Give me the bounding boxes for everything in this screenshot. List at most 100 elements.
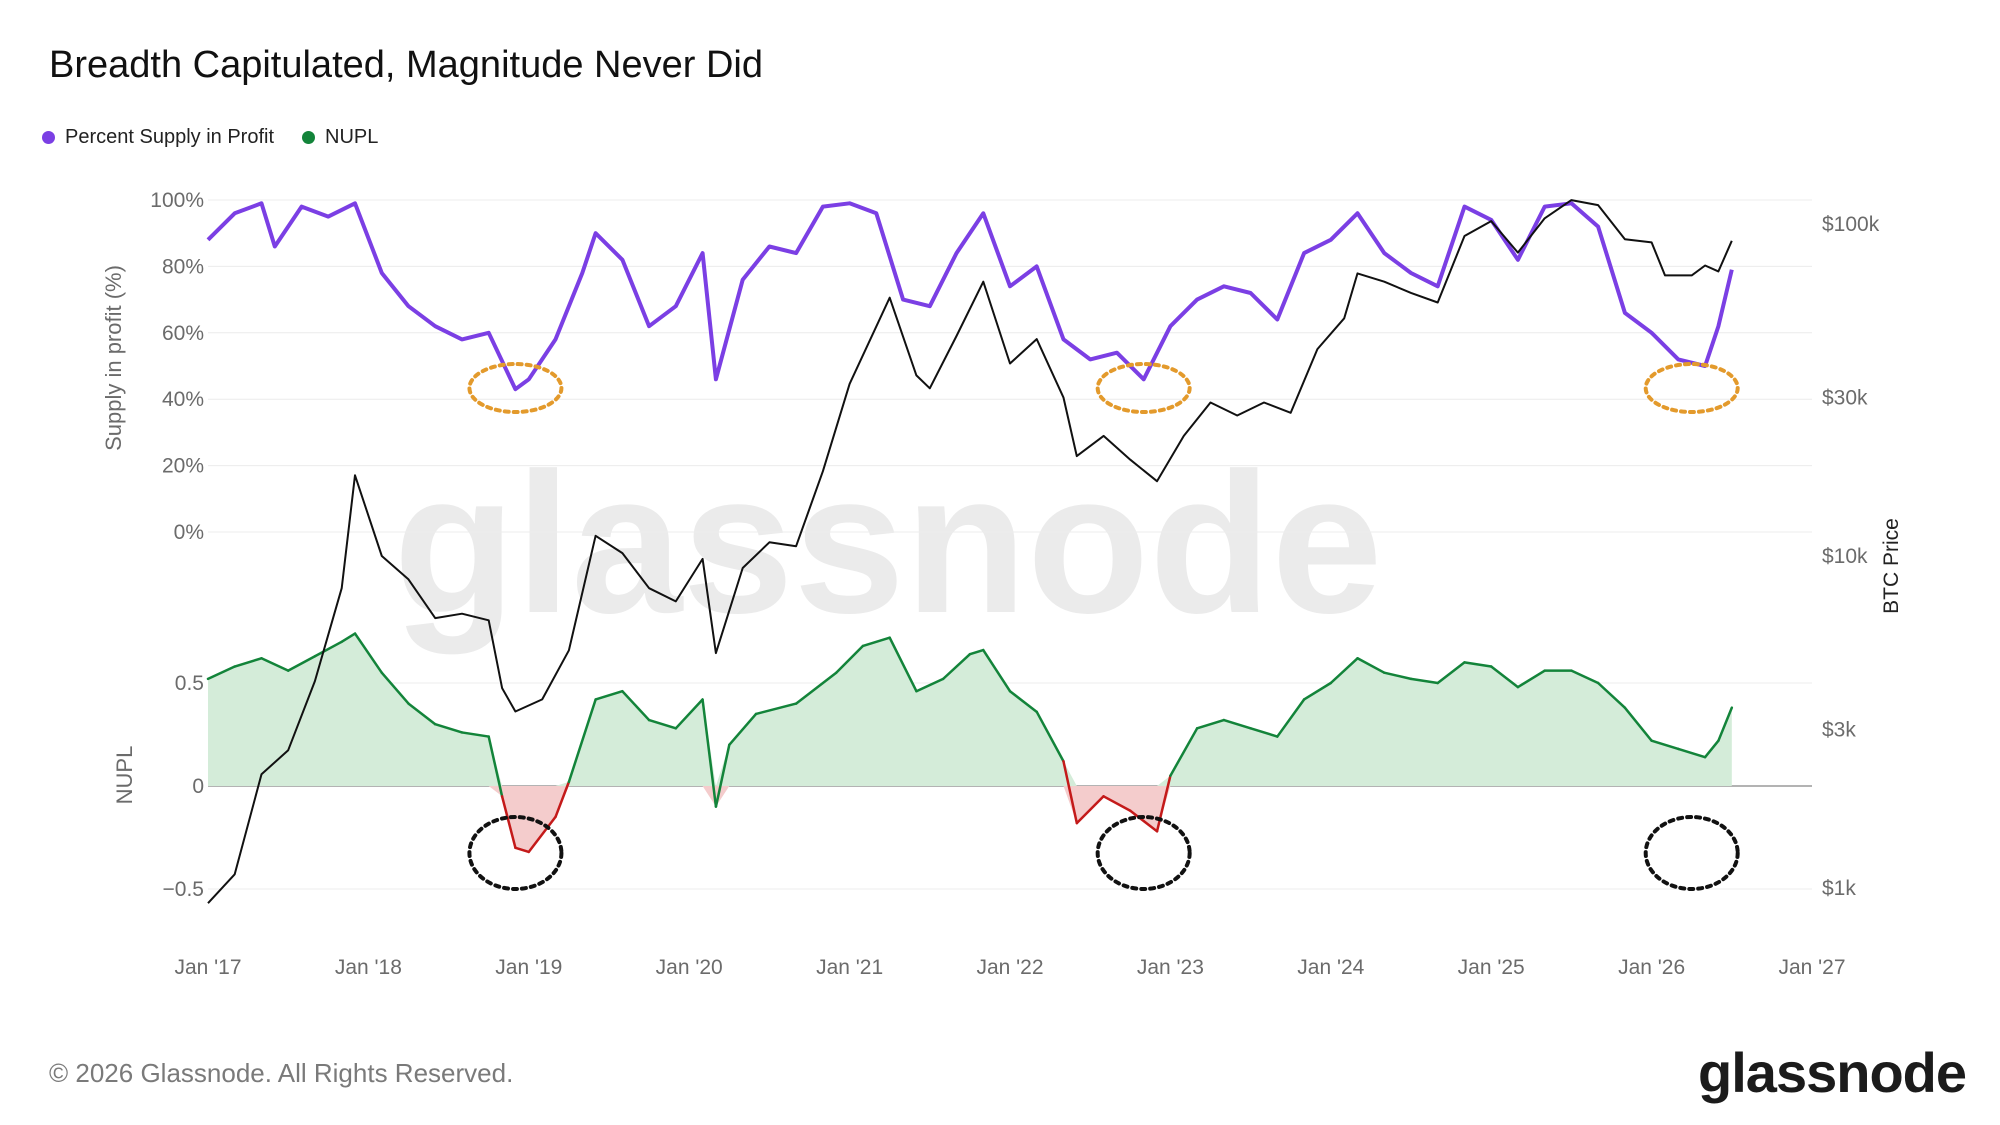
y-tick-nupl: 0.5 bbox=[175, 672, 204, 695]
legend-label-supply: Percent Supply in Profit bbox=[65, 126, 274, 148]
nupl-line-segment bbox=[941, 652, 972, 681]
legend-item-nupl[interactable]: NUPL bbox=[302, 126, 378, 149]
nupl-line-segment bbox=[794, 671, 838, 705]
nupl-line-segment bbox=[233, 657, 263, 668]
nupl-line-segment bbox=[1102, 795, 1132, 812]
nupl-line-segment bbox=[674, 698, 704, 730]
legend-dot-supply bbox=[42, 131, 55, 144]
y-tick-supply: 100% bbox=[150, 189, 204, 212]
nupl-line-segment bbox=[527, 815, 557, 854]
y-axis-label-nupl: NUPL bbox=[112, 746, 137, 805]
nupl-line-segment bbox=[554, 780, 571, 819]
nupl-line-segment bbox=[407, 702, 437, 726]
y-tick-price: $1k bbox=[1822, 877, 1856, 900]
y-tick-supply: 60% bbox=[162, 322, 204, 345]
nupl-line-segment bbox=[1703, 739, 1720, 759]
nupl-line-segment bbox=[1075, 795, 1105, 825]
nupl-line-segment bbox=[340, 632, 357, 644]
nupl-line-segment bbox=[1623, 706, 1653, 742]
nupl-line-segment bbox=[1516, 669, 1546, 689]
x-tick-label: Jan '18 bbox=[335, 956, 402, 979]
nupl-line-segment bbox=[1222, 718, 1252, 730]
nupl-line-segment bbox=[380, 671, 410, 705]
nupl-line-segment bbox=[728, 712, 758, 747]
nupl-line-segment bbox=[460, 731, 490, 738]
legend-label-nupl: NUPL bbox=[325, 126, 379, 148]
nupl-line-segment bbox=[433, 722, 464, 734]
nupl-line-segment bbox=[714, 743, 731, 808]
nupl-line-segment bbox=[514, 846, 531, 854]
nupl-line-segment bbox=[621, 689, 651, 722]
nupl-line-segment bbox=[1062, 760, 1079, 825]
nupl-line-segment bbox=[1356, 657, 1386, 674]
nupl-line-segment bbox=[1383, 671, 1413, 681]
btc-price-line bbox=[207, 199, 1733, 904]
nupl-line-segment bbox=[500, 795, 517, 850]
legend-dot-nupl bbox=[302, 131, 315, 144]
highlight-ellipse-nupl bbox=[1095, 815, 1192, 891]
y-axis-label-supply: Supply in profit (%) bbox=[101, 265, 126, 451]
nupl-line-segment bbox=[1302, 681, 1333, 701]
x-tick-label: Jan '21 bbox=[816, 956, 883, 979]
x-tick-label: Jan '23 bbox=[1137, 956, 1204, 979]
nupl-line-segment bbox=[1276, 698, 1306, 738]
nupl-line-segment bbox=[1035, 710, 1065, 763]
nupl-positive-area bbox=[208, 633, 1732, 786]
nupl-line-segment bbox=[313, 640, 343, 658]
y-tick-price: $3k bbox=[1822, 719, 1856, 742]
nupl-line-segment bbox=[1717, 706, 1734, 742]
highlight-ellipse-nupl bbox=[467, 815, 564, 891]
nupl-line-segment bbox=[1463, 661, 1493, 668]
nupl-line-segment bbox=[1650, 739, 1680, 751]
nupl-line-segment bbox=[1249, 727, 1279, 738]
x-tick-label: Jan '24 bbox=[1297, 956, 1364, 979]
nupl-line-segment bbox=[1195, 718, 1226, 730]
chart-legend: Percent Supply in Profit NUPL bbox=[42, 126, 378, 149]
x-tick-label: Jan '19 bbox=[495, 956, 562, 979]
highlight-ellipse-supply bbox=[467, 362, 564, 414]
x-tick-label: Jan '27 bbox=[1778, 956, 1845, 979]
y-tick-price: $30k bbox=[1822, 387, 1868, 410]
supply-in-profit-line bbox=[206, 201, 1734, 392]
nupl-line-segment bbox=[1489, 665, 1520, 689]
y-axis-label-price: BTC Price bbox=[1880, 518, 1903, 614]
y-tick-price: $10k bbox=[1822, 545, 1868, 568]
watermark-text: glassnode bbox=[393, 432, 1382, 655]
nupl-line-segment bbox=[1570, 669, 1600, 685]
nupl-line-segment bbox=[206, 665, 236, 681]
nupl-line-segment bbox=[888, 636, 918, 693]
chart-title: Breadth Capitulated, Magnitude Never Did bbox=[49, 44, 763, 86]
y-tick-price: $100k bbox=[1822, 213, 1880, 236]
nupl-line-segment bbox=[567, 698, 597, 784]
nupl-line-segment bbox=[353, 632, 384, 674]
nupl-line-segment bbox=[647, 718, 678, 730]
nupl-line-segment bbox=[915, 677, 945, 693]
nupl-line-segment bbox=[594, 689, 624, 701]
nupl-line-segment bbox=[1129, 809, 1159, 833]
nupl-line-segment bbox=[861, 636, 891, 648]
y-tick-supply: 0% bbox=[174, 521, 204, 544]
y-tick-nupl: 0 bbox=[192, 775, 204, 798]
legend-item-supply[interactable]: Percent Supply in Profit bbox=[42, 126, 274, 149]
nupl-line-segment bbox=[286, 654, 317, 672]
nupl-line-segment bbox=[1008, 689, 1038, 714]
nupl-line-segment bbox=[1677, 747, 1707, 759]
y-tick-supply: 80% bbox=[162, 255, 204, 278]
nupl-line-segment bbox=[1155, 774, 1172, 833]
nupl-line-segment bbox=[701, 698, 718, 808]
x-tick-label: Jan '17 bbox=[174, 956, 241, 979]
nupl-line-segment bbox=[968, 648, 985, 656]
y-tick-nupl: −0.5 bbox=[163, 878, 204, 901]
nupl-line-segment bbox=[1169, 727, 1199, 777]
x-tick-label: Jan '22 bbox=[976, 956, 1043, 979]
copyright-footer: © 2026 Glassnode. All Rights Reserved. bbox=[49, 1058, 514, 1088]
highlight-ellipse-nupl bbox=[1643, 815, 1740, 891]
nupl-line-segment bbox=[982, 648, 1012, 693]
nupl-line-segment bbox=[260, 657, 290, 672]
nupl-line-segment bbox=[487, 735, 504, 798]
x-tick-label: Jan '20 bbox=[656, 956, 723, 979]
x-tick-label: Jan '25 bbox=[1458, 956, 1525, 979]
nupl-line-segment bbox=[1596, 681, 1627, 709]
y-tick-supply: 20% bbox=[162, 455, 204, 478]
